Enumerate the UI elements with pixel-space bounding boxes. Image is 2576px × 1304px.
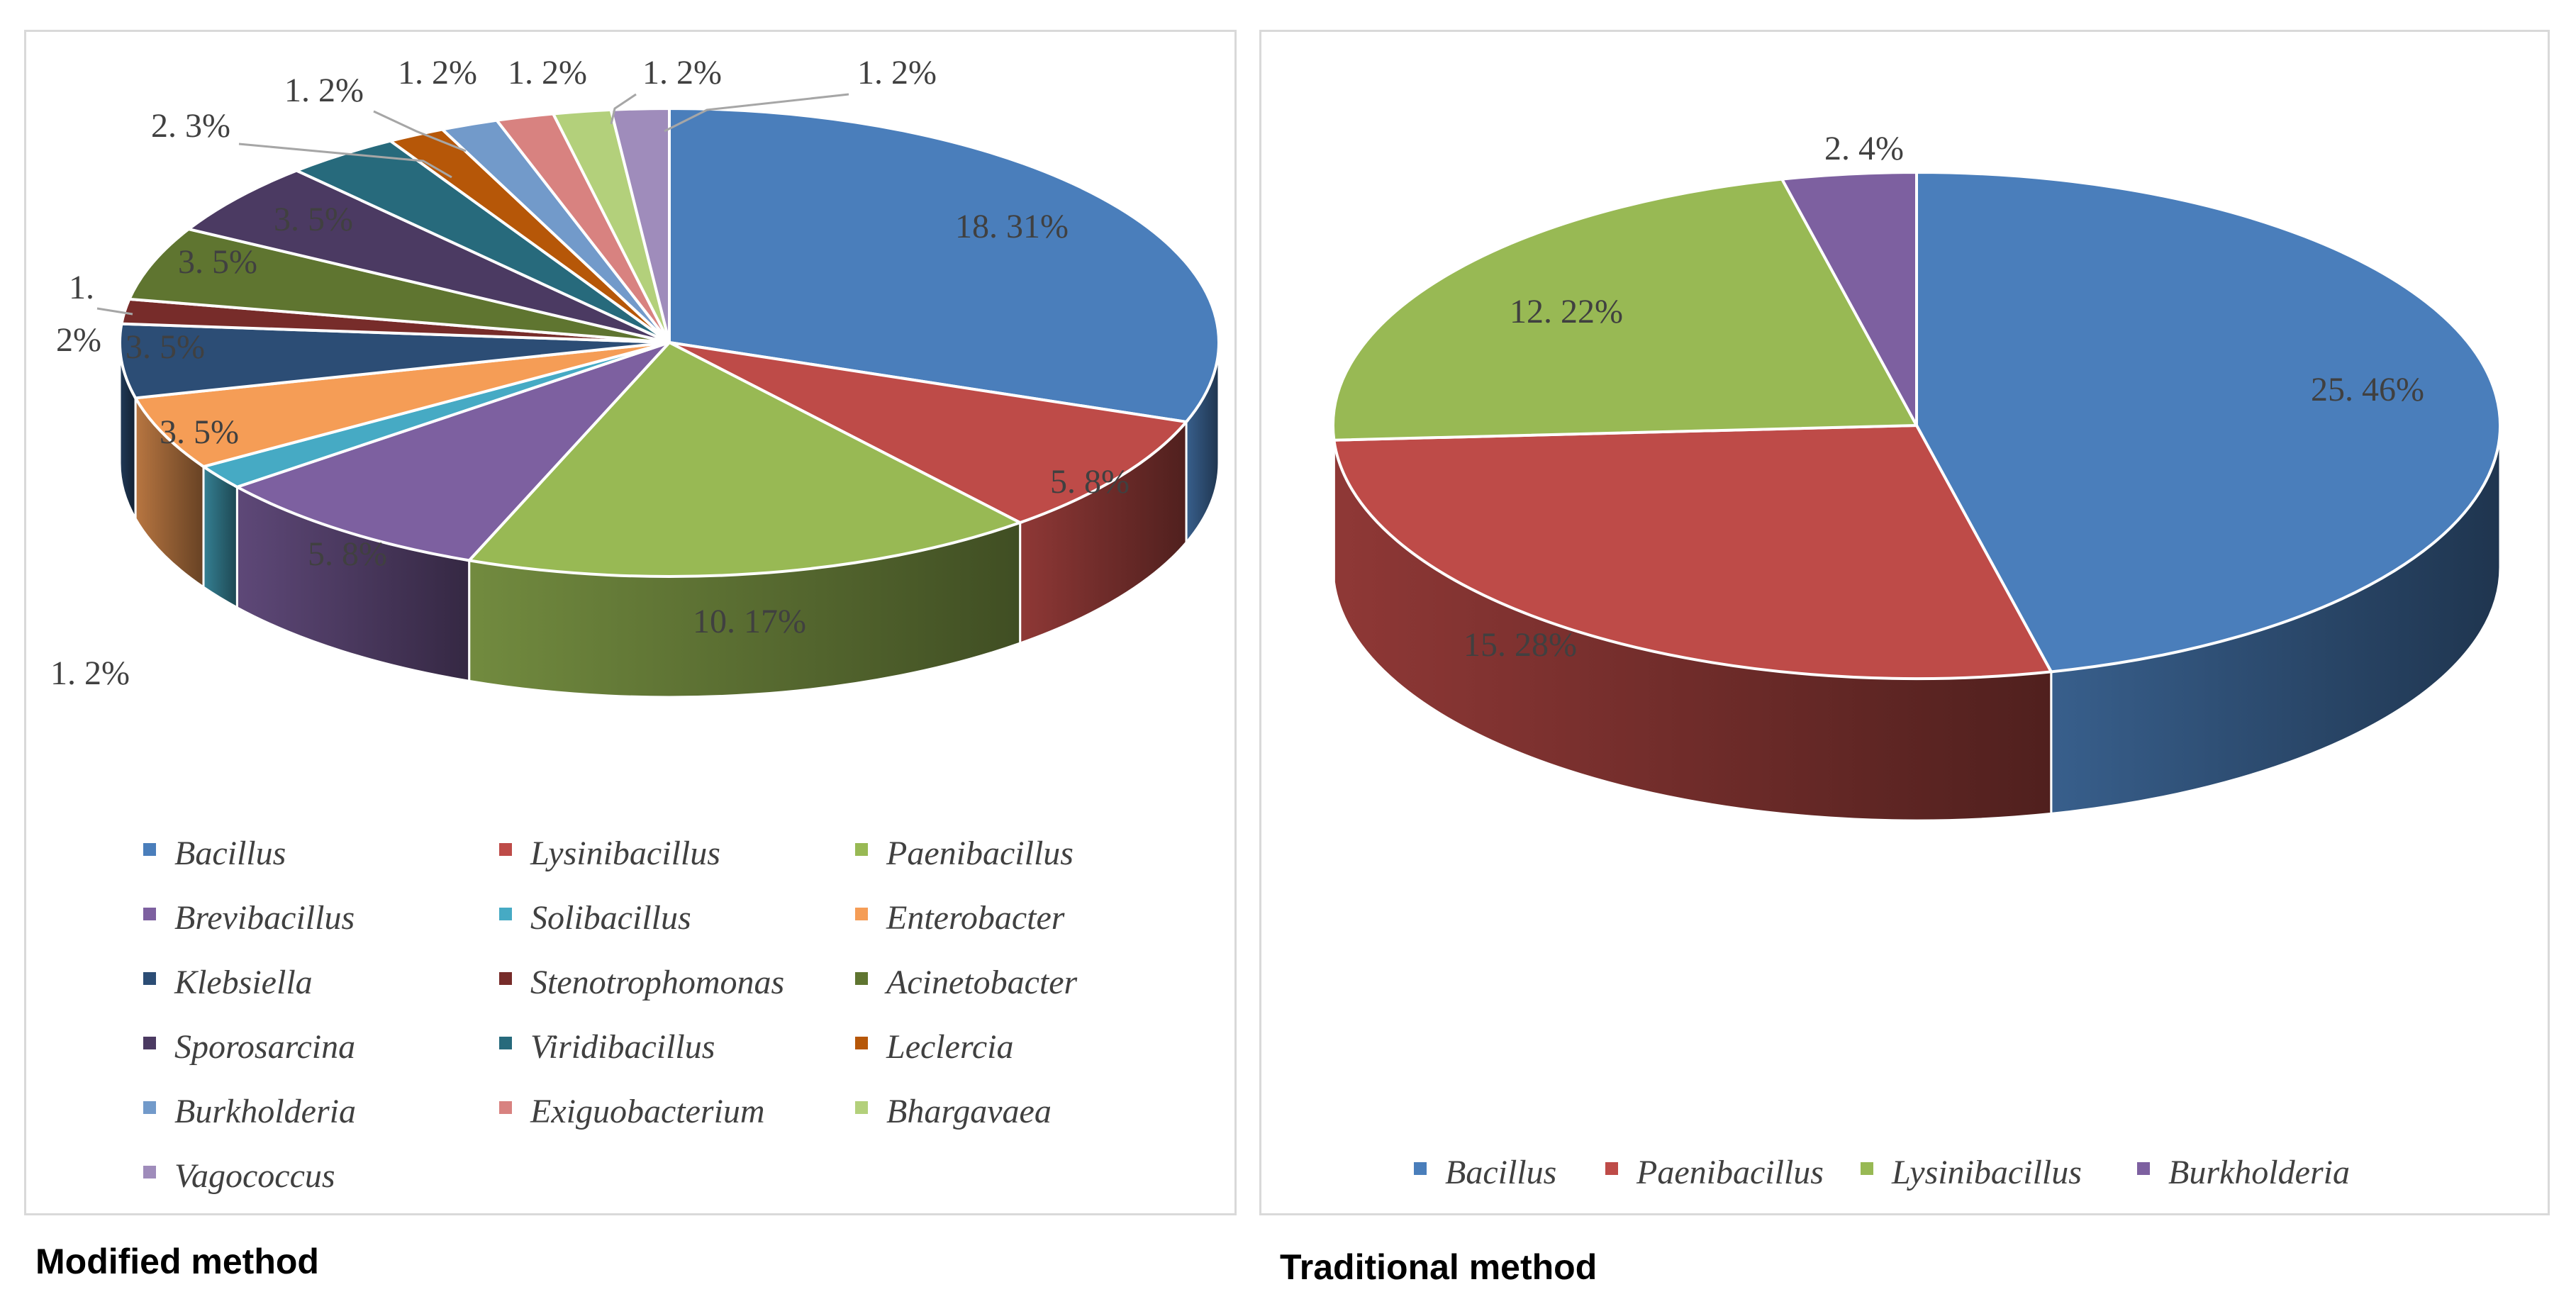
legend: Bacillus Paenibacillus Lysinibacillus Burkh…	[1414, 1154, 2350, 1191]
slice-label: 1. 2%	[50, 654, 130, 692]
pie-slice-lysinibacillus	[669, 341, 1189, 525]
slice-label: 1.	[69, 269, 94, 306]
pie-slice-bacillus	[668, 106, 1220, 424]
slice-label: 18. 31%	[955, 208, 1069, 245]
slice-label: 3. 5%	[160, 413, 239, 451]
pie-slice-burkholderia	[1780, 170, 1918, 426]
pie-slice-acinetobacter	[127, 227, 670, 344]
legend-label-viridibacillus: Viridibacillus	[530, 1028, 715, 1066]
legend-label-leclercia: Leclercia	[886, 1028, 1013, 1066]
pie-slice-vagococcus	[609, 106, 671, 343]
slice-label: 12. 22%	[1510, 293, 1623, 330]
legend-swatch-brevibacillus	[143, 908, 156, 920]
pie-slice-enterobacter	[133, 341, 670, 469]
legend-swatch-paenibacillus	[1605, 1162, 1618, 1175]
slice-label: 5. 8%	[1050, 463, 1130, 501]
legend-label-acinetobacter: Acinetobacter	[884, 964, 1078, 1001]
legend-label-lysinibacillus: Lysinibacillus	[530, 835, 720, 872]
legend-swatch-burkholderia	[143, 1101, 156, 1114]
legend-label-enterobacter: Enterobacter	[886, 899, 1065, 937]
legend-label-paenibacillus: Paenibacillus	[1636, 1154, 1824, 1191]
legend-swatch-lysinibacillus	[1861, 1162, 1873, 1175]
pie-slice-klebsiella	[118, 322, 670, 400]
legend-label-sporosarcina: Sporosarcina	[174, 1028, 355, 1066]
slice-label: 2. 3%	[151, 107, 230, 145]
slice-labels: 25. 46% 15. 28% 12. 22% 2. 4%	[1463, 130, 2424, 664]
legend-label-solibacillus: Solibacillus	[530, 899, 691, 937]
leader-line	[610, 93, 637, 125]
slice-label: 1. 2%	[857, 54, 937, 91]
legend-swatch-klebsiella	[143, 972, 156, 985]
legend-label-bacillus: Bacillus	[174, 835, 286, 872]
legend-swatch-exiguobacterium	[499, 1101, 512, 1114]
traditional-method-caption: Traditional method	[1280, 1247, 1598, 1287]
legend-label-bacillus: Bacillus	[1445, 1154, 1556, 1191]
legend-label-lysinibacillus: Lysinibacillus	[1891, 1154, 2082, 1191]
modified-method-chart-panel: 18. 31% 5. 8% 10. 17% 5. 8% 1. 2% 3. 5% 3. 5% 1…	[24, 30, 1237, 1215]
leader-line	[373, 110, 467, 152]
legend-label-stenotrophomonas: Stenotrophomonas	[530, 964, 784, 1001]
legend-swatch-paenibacillus	[855, 843, 868, 856]
legend-swatch-solibacillus	[499, 908, 512, 920]
legend-swatch-bhargavaea	[855, 1101, 868, 1114]
leader-line	[96, 307, 133, 316]
slice-label: 2%	[56, 321, 101, 359]
pie-top	[118, 106, 1220, 578]
slice-label: 1. 2%	[508, 54, 587, 91]
pie-slice-brevibacillus	[233, 341, 671, 562]
slice-labels: 18. 31% 5. 8% 10. 17% 5. 8% 1. 2% 3. 5% 3. 5% 1…	[50, 54, 1130, 692]
legend-swatch-bacillus	[1414, 1162, 1427, 1175]
pie-slice-lysinibacillus	[1332, 177, 1919, 442]
legend-label-paenibacillus: Paenibacillus	[886, 835, 1074, 872]
legend-swatch-lysinibacillus	[499, 843, 512, 856]
pie-slice-paenibacillus	[466, 340, 1024, 578]
legend-label-bhargavaea: Bhargavaea	[886, 1093, 1052, 1130]
slice-label: 3. 5%	[126, 328, 205, 366]
slice-label: 1. 2%	[642, 54, 722, 91]
traditional-method-chart-panel: 25. 46% 15. 28% 12. 22% 2. 4% Bacillus Paenib…	[1259, 30, 2550, 1215]
slice-label: 2. 4%	[1824, 130, 1904, 167]
traditional-method-pie-chart: 25. 46% 15. 28% 12. 22% 2. 4% Bacillus Paenib…	[1332, 130, 2502, 1191]
slice-label: 3. 5%	[178, 243, 257, 281]
legend-label-vagococcus: Vagococcus	[174, 1157, 335, 1195]
leader-line	[238, 143, 452, 179]
legend-swatch-vagococcus	[143, 1166, 156, 1178]
pie-sides	[118, 342, 1220, 698]
modified-method-caption: Modified method	[35, 1242, 319, 1281]
legend-swatch-burkholderia	[2137, 1162, 2150, 1175]
pie-side-solibacillus	[202, 464, 238, 610]
legend-label-brevibacillus: Brevibacillus	[174, 899, 355, 937]
legend-label-burkholderia: Burkholderia	[174, 1093, 356, 1130]
pie-slice-paenibacillus	[1332, 423, 2053, 680]
legend-label-klebsiella: Klebsiella	[174, 964, 313, 1001]
slice-label: 1. 2%	[284, 72, 364, 109]
legend-swatch-stenotrophomonas	[499, 972, 512, 985]
slice-label: 10. 17%	[693, 603, 806, 640]
legend-label-burkholderia: Burkholderia	[2168, 1154, 2350, 1191]
legend-swatch-enterobacter	[855, 908, 868, 920]
legend-label-exiguobacterium: Exiguobacterium	[530, 1093, 765, 1130]
legend: Bacillus Lysinibacillus Paenibacillus Brevi…	[143, 835, 1078, 1195]
legend-swatch-leclercia	[855, 1037, 868, 1049]
slice-label: 5. 8%	[308, 535, 387, 573]
slice-label: 1. 2%	[398, 54, 477, 91]
legend-swatch-acinetobacter	[855, 972, 868, 985]
slice-label: 25. 46%	[2311, 371, 2424, 408]
leader-line	[664, 93, 849, 133]
modified-method-pie-chart: 18. 31% 5. 8% 10. 17% 5. 8% 1. 2% 3. 5% 3. 5% 1…	[50, 54, 1220, 1195]
legend-swatch-sporosarcina	[143, 1037, 156, 1049]
slice-label: 15. 28%	[1463, 626, 1577, 664]
pie-top	[1332, 170, 2502, 680]
legend-swatch-bacillus	[143, 843, 156, 856]
slice-label: 3. 5%	[274, 201, 353, 238]
pie-slice-sporosarcina	[185, 169, 670, 344]
legend-swatch-viridibacillus	[499, 1037, 512, 1049]
pie-slice-bacillus	[1915, 170, 2502, 674]
